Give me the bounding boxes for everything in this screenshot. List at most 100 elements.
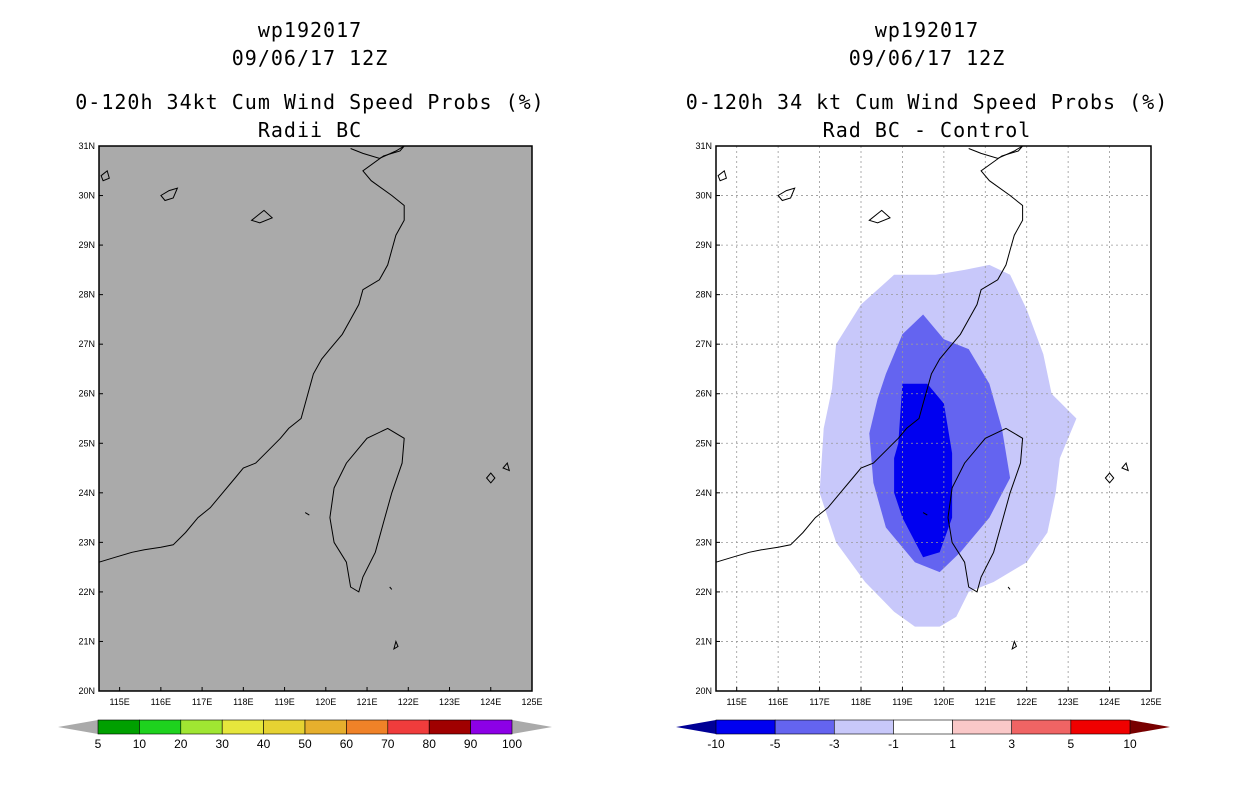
left-colorbar-label: 90 (464, 737, 478, 751)
left-colorbar-swatch (428, 719, 471, 735)
left-colorbar-label: 5 (95, 737, 102, 751)
left-y-tick-label: 23N (78, 537, 95, 547)
island-coastline (868, 209, 891, 224)
left-x-tick-label: 125E (521, 697, 542, 707)
island-coastline (304, 512, 310, 516)
right-y-tick-label: 24N (695, 488, 712, 498)
left-x-tick-label: 116E (151, 697, 171, 707)
island-coastline (922, 512, 928, 516)
island-coastline (1007, 586, 1011, 590)
left-y-tick-label: 28N (78, 290, 95, 300)
left-colorbar-swatch (304, 719, 347, 735)
right-gridlines (716, 146, 1151, 691)
right-x-tick-label: 116E (768, 697, 788, 707)
taiwan-coastline (947, 427, 1024, 593)
right-colorbar-swatch (1011, 719, 1072, 735)
left-x-tick-label: 119E (274, 697, 294, 707)
island-coastline (1104, 472, 1115, 484)
right-colorbar-label: 5 (1068, 737, 1075, 751)
island-coastline (1121, 462, 1129, 472)
left-x-tick-label: 124E (480, 697, 501, 707)
left-y-tick-label: 20N (78, 686, 95, 696)
right-y-tick-label: 31N (695, 141, 712, 151)
right-storm-id: wp192017 (874, 18, 980, 42)
difference-contour-2 (869, 314, 1011, 573)
left-chart-title: 0-120h 34kt Cum Wind Speed Probs (%) (75, 90, 545, 114)
left-coastline (98, 145, 511, 650)
right-chart-subtitle: Rad BC - Control (822, 118, 1032, 142)
right-colorbar-label: 1 (949, 737, 956, 751)
right-x-tick-label: 115E (727, 697, 747, 707)
right-datetime: 09/06/17 12Z (848, 46, 1006, 70)
mainland-coastline (715, 145, 1024, 563)
right-colorbar-swatch (952, 719, 1013, 735)
right-plot-frame (715, 145, 1152, 692)
right-colorbar-swatch (1070, 719, 1131, 735)
right-y-tick-label: 20N (695, 686, 712, 696)
right-colorbar-swatch (715, 719, 776, 735)
left-colorbar-swatch (180, 719, 223, 735)
left-y-tick-label: 29N (78, 240, 95, 250)
right-x-tick-label: 122E (1016, 697, 1037, 707)
right-x-tick-label: 123E (1058, 697, 1079, 707)
left-colorbar-swatch (346, 719, 389, 735)
left-x-tick-label: 120E (315, 697, 336, 707)
left-x-tick-label: 121E (357, 697, 378, 707)
right-colorbar-swatch (774, 719, 835, 735)
island-coastline (717, 169, 728, 182)
left-y-tick-label: 27N (78, 339, 95, 349)
difference-contour-1 (819, 264, 1077, 627)
island-coastline (250, 209, 274, 224)
left-chart-subtitle: Radii BC (257, 118, 363, 142)
right-x-tick-label: 124E (1099, 697, 1120, 707)
left-y-tick-label: 22N (78, 587, 95, 597)
left-y-tick-label: 26N (78, 389, 95, 399)
left-x-tick-label: 118E (233, 697, 253, 707)
right-colorbar-high-arrow (1130, 720, 1170, 734)
right-colorbar-label: 10 (1123, 737, 1137, 751)
left-colorbar-swatch (263, 719, 306, 735)
estuary-coastline (968, 145, 1023, 159)
left-colorbar-label: 10 (133, 737, 147, 751)
left-x-tick-label: 117E (192, 697, 212, 707)
left-colorbar-swatch (387, 719, 430, 735)
left-colorbar-swatch (139, 719, 182, 735)
island-coastline (160, 187, 179, 202)
left-x-tick-label: 122E (398, 697, 419, 707)
right-x-tick-label: 125E (1140, 697, 1161, 707)
left-datetime: 09/06/17 12Z (231, 46, 389, 70)
island-coastline (777, 187, 796, 202)
island-coastline (1011, 640, 1018, 650)
right-x-tick-label: 120E (933, 697, 954, 707)
right-colorbar-label: 3 (1008, 737, 1015, 751)
left-y-tick-label: 25N (78, 438, 95, 448)
left-storm-id: wp192017 (257, 18, 363, 42)
left-x-tick-label: 123E (439, 697, 460, 707)
right-chart-title: 0-120h 34 kt Cum Wind Speed Probs (%) (685, 90, 1169, 114)
left-colorbar-low-arrow (58, 720, 98, 734)
left-y-tick-label: 31N (78, 141, 95, 151)
right-y-tick-label: 21N (695, 636, 712, 646)
island-coastline (100, 169, 110, 182)
right-x-tick-label: 119E (892, 697, 912, 707)
right-y-tick-label: 29N (695, 240, 712, 250)
right-y-tick-label: 28N (695, 290, 712, 300)
right-colorbar-label: -5 (770, 737, 781, 751)
island-coastline (393, 639, 399, 650)
left-y-tick-label: 24N (78, 488, 95, 498)
left-colorbar-label: 30 (216, 737, 230, 751)
left-y-tick-label: 21N (78, 636, 95, 646)
left-colorbar-label: 50 (298, 737, 312, 751)
right-y-tick-label: 22N (695, 587, 712, 597)
left-x-tick-label: 115E (109, 697, 129, 707)
right-x-tick-label: 118E (851, 697, 871, 707)
estuary-coastline (350, 145, 405, 159)
left-colorbar-swatch (470, 719, 513, 735)
right-colorbar-swatch (833, 719, 894, 735)
island-coastline (502, 462, 511, 472)
difference-contour-3 (894, 383, 953, 558)
right-y-tick-label: 25N (695, 438, 712, 448)
right-colorbar-label: -1 (888, 737, 899, 751)
right-y-tick-label: 23N (695, 537, 712, 547)
island-coastline (485, 472, 496, 484)
